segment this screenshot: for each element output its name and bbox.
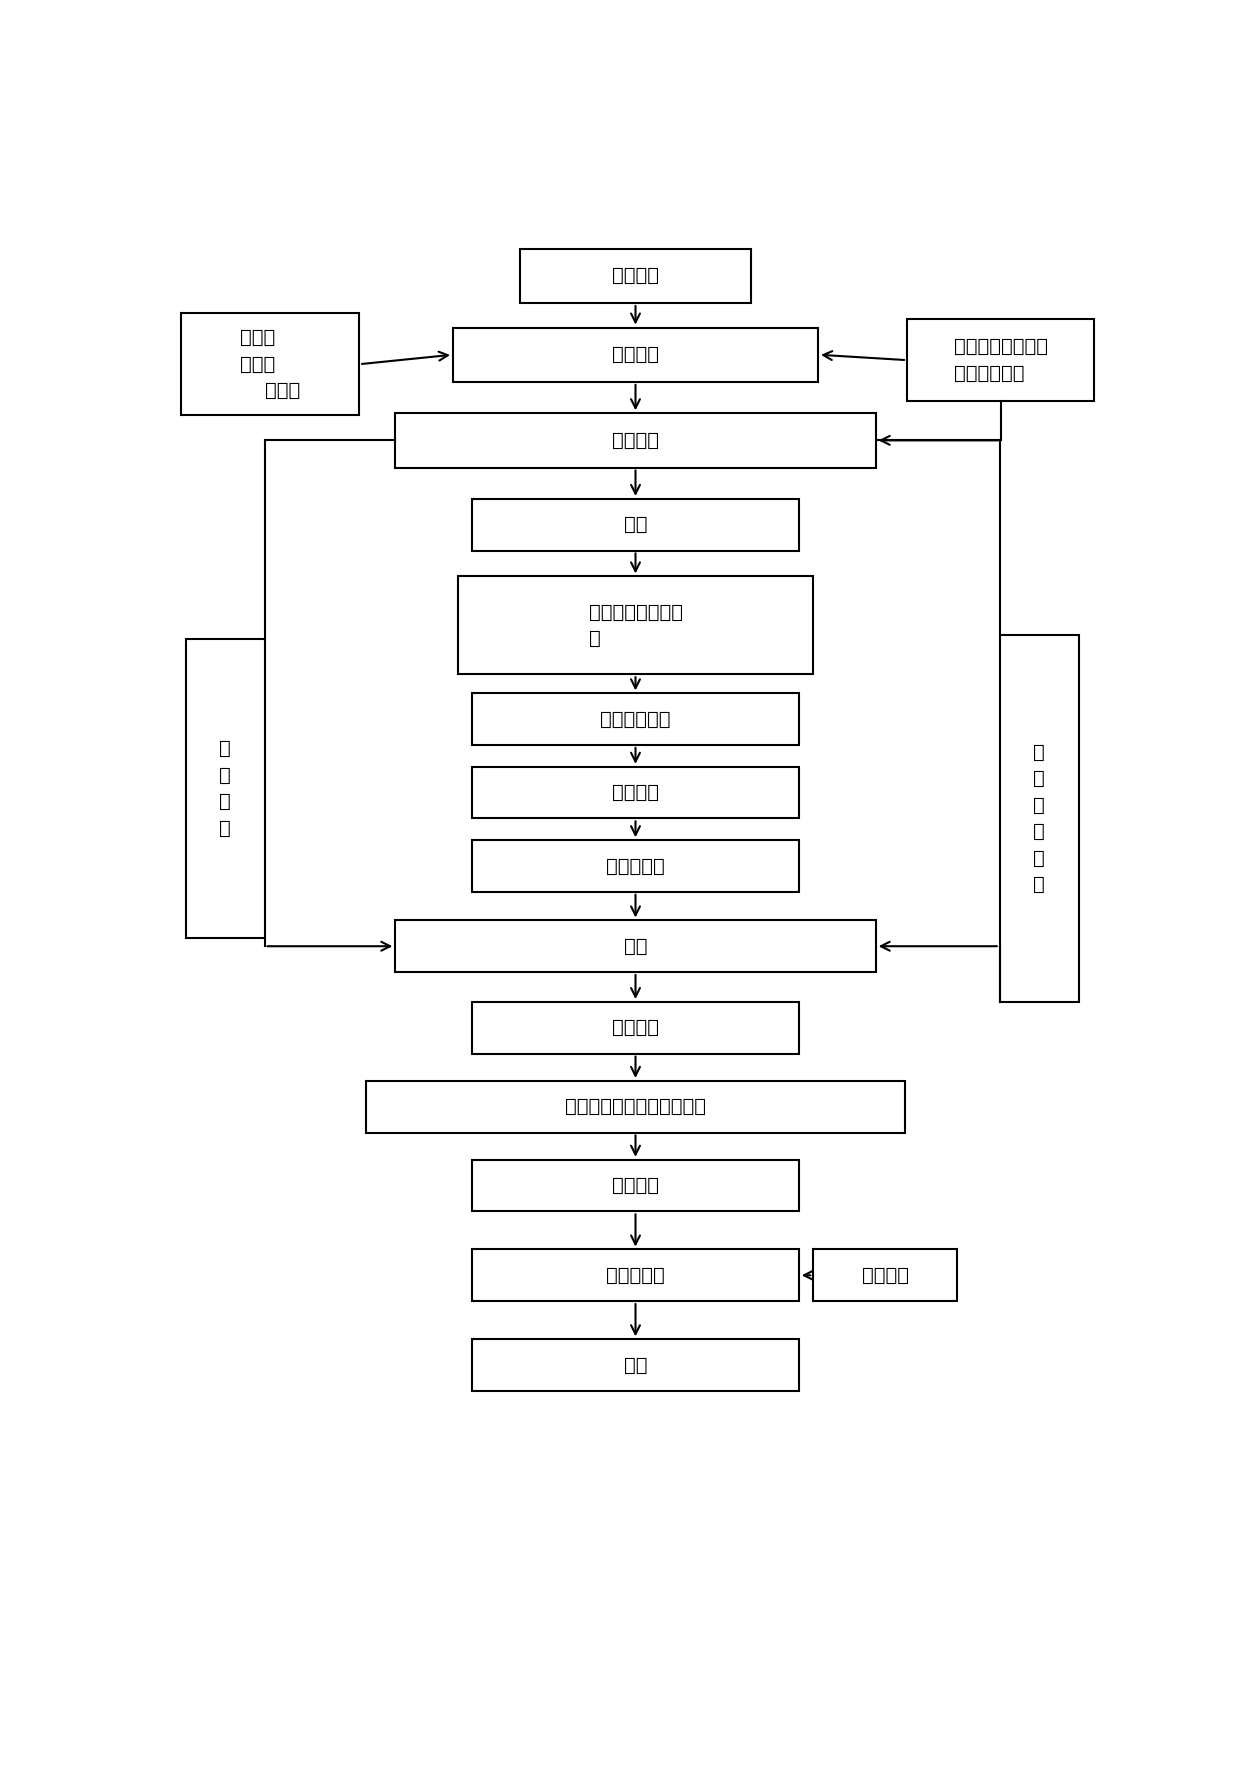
- Bar: [472, 766, 799, 818]
- Bar: [396, 413, 875, 468]
- Bar: [906, 320, 1095, 401]
- Text: 拆模: 拆模: [624, 936, 647, 955]
- Text: 桩身开挖: 桩身开挖: [613, 431, 658, 450]
- Text: 平场地
截排水
    清刷坡: 平场地 截排水 清刷坡: [241, 328, 300, 401]
- Bar: [186, 639, 264, 938]
- Bar: [472, 694, 799, 745]
- Text: 配料拌和: 配料拌和: [613, 1176, 658, 1196]
- Bar: [472, 1160, 799, 1211]
- Bar: [472, 498, 799, 551]
- Text: 检查井壁绘地质展
示: 检查井壁绘地质展 示: [589, 602, 682, 648]
- Bar: [367, 1081, 905, 1132]
- Text: 井
内
通
风
照
明: 井 内 通 风 照 明: [1033, 743, 1045, 894]
- Text: 桩底达标: 桩底达标: [613, 1019, 658, 1037]
- Text: 护壁立模: 护壁立模: [613, 782, 658, 802]
- Bar: [813, 1250, 957, 1302]
- Text: 制取试件: 制取试件: [862, 1266, 909, 1286]
- Bar: [999, 634, 1079, 1001]
- Text: 钢筋制作与井下安装钢筋笼: 钢筋制作与井下安装钢筋笼: [565, 1097, 706, 1116]
- Bar: [472, 1250, 799, 1302]
- Bar: [472, 841, 799, 892]
- Text: 安扎杆井架及卷扬
机及通风设备: 安扎杆井架及卷扬 机及通风设备: [954, 337, 1048, 383]
- Bar: [453, 327, 818, 381]
- Bar: [521, 249, 751, 304]
- Text: 出渣: 出渣: [624, 516, 647, 533]
- Text: 灌注护壁砼: 灌注护壁砼: [606, 857, 665, 876]
- Bar: [472, 1339, 799, 1392]
- Bar: [458, 576, 813, 675]
- Text: 绑扎护壁钢筋: 绑扎护壁钢筋: [600, 710, 671, 729]
- Bar: [181, 313, 360, 415]
- Text: 灌注桩身砼: 灌注桩身砼: [606, 1266, 665, 1286]
- Text: 井
内
排
水: 井 内 排 水: [219, 740, 231, 837]
- Text: 测量放样: 测量放样: [613, 267, 658, 286]
- Text: 成桩: 成桩: [624, 1356, 647, 1374]
- Bar: [396, 920, 875, 971]
- Text: 施工准备: 施工准备: [613, 344, 658, 364]
- Bar: [472, 1001, 799, 1054]
